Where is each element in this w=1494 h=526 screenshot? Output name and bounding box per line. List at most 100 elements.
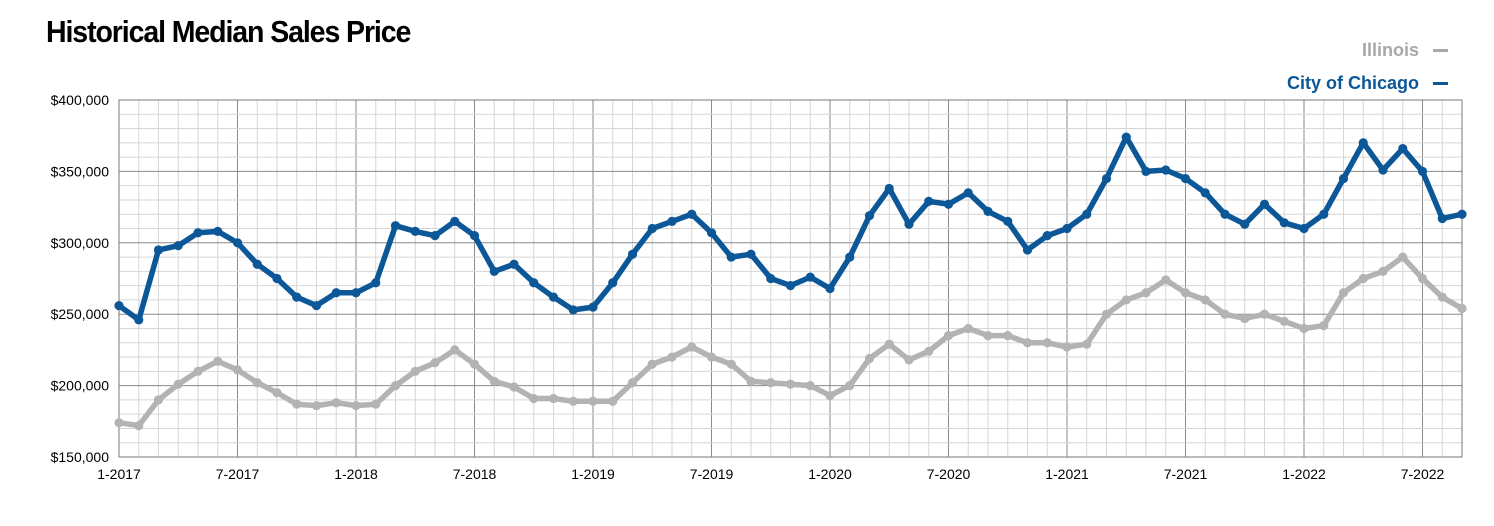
data-point-illinois [746,376,756,386]
legend-label-chicago: City of Chicago [1286,73,1419,93]
tick-labels: $400,000 $350,000 $300,000 $250,000 $200,000… [51,92,1445,482]
data-point-illinois [1082,339,1092,349]
legend-label-illinois: Illinois [1361,40,1419,60]
data-point-illinois [1161,275,1171,285]
data-point-chicago [1240,219,1250,229]
data-point-chicago [1457,209,1467,219]
y-tick-label: $300,000 [51,235,110,251]
data-point-illinois [864,353,875,364]
data-point-chicago [529,278,539,288]
data-point-illinois [1141,288,1151,298]
x-tick-label: 7-2021 [1164,466,1208,482]
data-point-illinois [351,400,361,411]
data-point-chicago [627,249,638,259]
y-tick-label: $400,000 [51,92,110,108]
data-point-chicago [1121,132,1131,142]
data-point-illinois [845,381,855,391]
data-point-illinois [292,399,302,409]
data-point-illinois [469,359,480,369]
data-point-illinois [1259,309,1270,319]
x-tick-label: 7-2017 [216,466,260,482]
data-point-illinois [1200,295,1210,305]
data-point-illinois [410,366,420,376]
data-point-chicago [450,216,460,226]
data-point-illinois [1240,313,1250,324]
legend-item-chicago[interactable]: City of Chicago [1287,67,1448,100]
data-point-chicago [825,283,835,294]
data-point-chicago [1437,213,1447,224]
data-point-chicago [292,292,302,302]
data-point-chicago [193,228,203,238]
data-point-chicago [153,245,164,255]
y-tick-label: $250,000 [51,306,110,322]
data-point-illinois [1121,295,1131,305]
data-point-illinois [667,352,677,362]
data-point-chicago [548,292,559,302]
data-point-illinois [766,378,776,388]
data-point-illinois [647,359,657,369]
data-point-chicago [943,199,954,209]
data-point-illinois [430,358,440,368]
data-point-chicago [687,209,697,219]
data-point-chicago [1062,223,1072,234]
data-point-illinois [1003,331,1013,341]
data-point-chicago [1358,138,1368,148]
data-point-chicago [1378,165,1388,175]
data-point-illinois [509,382,519,392]
data-point-illinois [687,342,697,352]
data-point-chicago [134,315,144,325]
data-point-chicago [1279,218,1289,228]
data-point-chicago [331,288,341,298]
data-point-illinois [825,390,835,401]
data-point-illinois [252,378,262,388]
data-point-illinois [1180,288,1191,298]
data-point-illinois [963,323,973,334]
legend: Illinois City of Chicago [1287,34,1448,100]
x-tick-label: 1-2019 [571,466,615,482]
data-point-chicago [114,301,124,311]
data-point-illinois [785,379,796,389]
data-point-illinois [529,393,539,404]
data-point-chicago [509,259,519,269]
data-point-chicago [1398,143,1408,154]
data-point-chicago [1319,209,1329,219]
data-point-illinois [173,379,183,389]
data-point-chicago [864,211,875,221]
data-point-chicago [469,231,480,241]
data-point-chicago [1180,173,1191,184]
legend-swatch-illinois [1433,49,1448,52]
data-point-chicago [647,223,657,234]
data-point-illinois [390,381,401,391]
data-point-chicago [884,183,894,194]
data-point-chicago [1417,166,1428,176]
x-tick-label: 1-2022 [1282,466,1326,482]
axes [118,99,1463,458]
data-point-chicago [667,216,677,226]
data-point-chicago [1042,231,1052,241]
data-point-illinois [114,418,124,428]
x-tick-label: 1-2018 [334,466,378,482]
data-point-chicago [410,226,420,236]
data-point-illinois [1398,252,1408,262]
data-point-illinois [1101,309,1112,319]
data-point-chicago [1141,166,1151,176]
data-point-illinois [726,359,736,369]
data-point-illinois [1378,266,1388,276]
data-point-illinois [627,378,638,388]
data-point-chicago [568,305,578,315]
data-point-illinois [706,352,717,362]
data-point-illinois [1437,292,1447,302]
data-point-chicago [924,196,934,206]
data-point-chicago [1299,223,1309,234]
data-point-chicago [1220,209,1230,219]
data-point-chicago [1200,188,1210,198]
data-point-illinois [134,420,144,431]
data-point-chicago [272,273,282,284]
data-point-chicago [311,301,322,311]
data-point-illinois [884,339,894,349]
legend-item-illinois[interactable]: Illinois [1287,34,1448,67]
data-point-illinois [1062,342,1072,352]
data-point-illinois [371,399,381,409]
data-point-chicago [805,272,815,282]
x-tick-label: 1-2020 [808,466,852,482]
